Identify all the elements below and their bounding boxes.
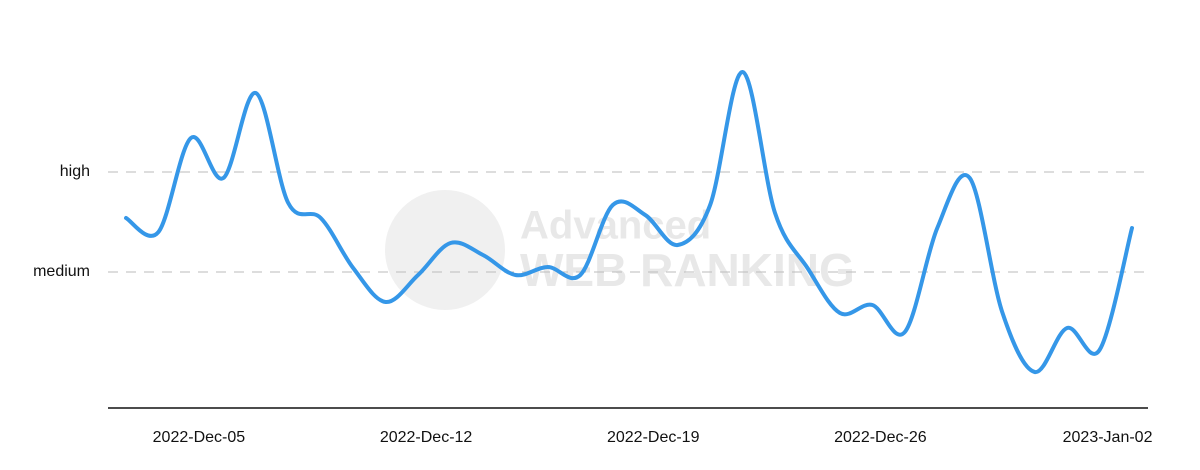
watermark: Advanced (520, 204, 711, 248)
x-tick-label: 2023-Jan-02 (1063, 429, 1153, 446)
x-tick-label: 2022-Dec-26 (834, 429, 927, 446)
data-line (124, 69, 1134, 374)
y-tick-label: medium (33, 263, 90, 280)
x-tick-label: 2022-Dec-19 (607, 429, 700, 446)
x-tick-label: 2022-Dec-05 (153, 429, 246, 446)
watermark: WEB RANKING (520, 244, 855, 296)
y-tick-label: high (60, 163, 90, 180)
x-tick-label: 2022-Dec-12 (380, 429, 473, 446)
